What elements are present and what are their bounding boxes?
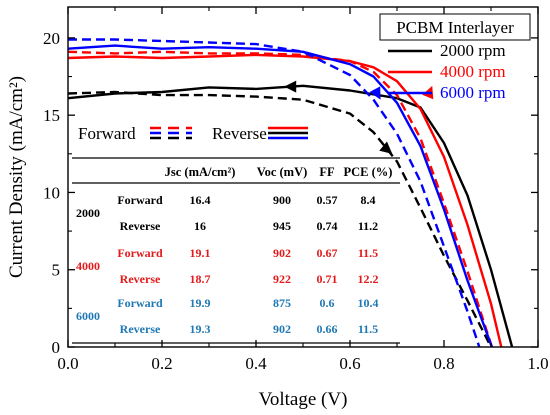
table-cell-2000-forward-4: 8.4 [361,193,376,207]
table-group-label-4000: 4000 [76,259,100,273]
legend-entry-2: 6000 rpm [440,83,506,102]
table-cell-4000-forward-1: 19.1 [190,246,211,260]
x-tick-label-3: 0.6 [339,354,360,373]
arrow-forward-6000-head [369,86,381,100]
table-cell-4000-forward-0: Forward [117,246,163,260]
x-tick-label-0: 0.0 [57,354,78,373]
table-cell-4000-forward-3: 0.67 [317,246,338,260]
legend-entry-0: 2000 rpm [440,41,506,60]
table-cell-6000-forward-2: 875 [273,296,291,310]
table-cell-2000-reverse-3: 0.74 [317,219,338,233]
table-cell-2000-forward-0: Forward [117,193,163,207]
table-cell-2000-reverse-0: Reverse [120,219,161,233]
legend: PCBM Interlayer 2000 rpm 4000 rpm 6000 rpm F… [78,13,531,143]
axes-layer: 0.0 0.2 0.4 0.6 0.8 1.0 0 5 10 15 20 Voltage (V) Cur… [6,6,549,410]
table-cell-4000-reverse-3: 0.71 [317,272,338,286]
table-cell-6000-forward-0: Forward [117,296,163,310]
series-line-6000-rpm-reverse [67,44,494,348]
table-cell-4000-reverse-2: 922 [273,272,291,286]
table-cell-4000-forward-4: 11.5 [358,246,378,260]
series-line-6000-rpm-forward [68,38,481,348]
scan-legend-forward-label: Forward [78,124,136,143]
y-axis-title: Current Density (mA/cm²) [6,76,27,278]
x-tick-label-2: 0.4 [245,354,267,373]
legend-title: PCBM Interlayer [396,18,514,37]
y-tick-label-2: 10 [43,183,60,202]
arrow-reverse-4000 [422,85,434,100]
series-line-2000-rpm-reverse [67,84,514,348]
x-tick-label-1: 0.2 [151,354,172,373]
legend-title-box [379,13,531,41]
arrow-reverse-4000-head [422,85,434,100]
table-cell-6000-forward-1: 19.9 [190,296,211,310]
arrow-forward-2000-head [379,141,393,154]
y-tick-label-4: 20 [43,29,60,48]
arrow-forward-6000 [369,86,381,100]
table-cell-2000-reverse-1: 16 [194,219,206,233]
table-header-3: Voc (mV) [257,165,308,179]
x-axis-title: Voltage (V) [259,389,348,410]
y-tick-label-3: 15 [43,106,60,125]
table-cell-4000-reverse-4: 12.2 [358,272,379,286]
table-cell-4000-forward-2: 902 [273,246,291,260]
inset-table: Jsc (mA/cm²) Voc (mV) FF PCE (%) 2000 Forward… [72,157,400,344]
curves-layer [67,38,514,348]
table-cell-4000-reverse-0: Reverse [120,272,161,286]
table-header-2: Jsc (mA/cm²) [165,165,236,179]
x-tick-label-4: 0.8 [433,354,454,373]
table-cell-2000-reverse-2: 945 [273,219,291,233]
table-cell-6000-reverse-1: 19.3 [190,322,211,336]
table-cell-6000-forward-3: 0.6 [320,296,335,310]
arrow-forward-2000 [379,141,393,154]
table-cell-4000-reverse-1: 18.7 [190,272,211,286]
table-header-4: FF [319,165,335,179]
series-line-4000-rpm-reverse [67,53,503,348]
table-cell-6000-forward-4: 10.4 [358,296,379,310]
arrow-reverse-2000-head [284,80,297,93]
table-cell-6000-reverse-3: 0.66 [317,322,338,336]
table-group-label-2000: 2000 [76,206,100,220]
table-group-label-6000: 6000 [76,309,100,323]
series-line-2000-rpm-forward [67,90,493,348]
table-cell-2000-forward-2: 900 [273,193,291,207]
table-cell-6000-reverse-4: 11.5 [358,322,378,336]
scan-legend-reverse-label: Reverse [212,124,267,143]
table-cell-6000-reverse-2: 902 [273,322,291,336]
arrow-reverse-2000 [284,80,297,93]
y-tick-label-0: 0 [52,338,61,357]
table-cell-6000-reverse-0: Reverse [120,322,161,336]
x-tick-label-5: 1.0 [527,354,548,373]
table-cell-2000-forward-1: 16.4 [190,193,211,207]
table-header-5: PCE (%) [344,165,393,179]
table-cell-2000-reverse-4: 11.2 [358,219,378,233]
series-line-4000-rpm-forward [67,50,494,348]
y-tick-label-1: 5 [52,261,61,280]
table-cell-2000-forward-3: 0.57 [317,193,338,207]
legend-entry-1: 4000 rpm [440,62,506,81]
